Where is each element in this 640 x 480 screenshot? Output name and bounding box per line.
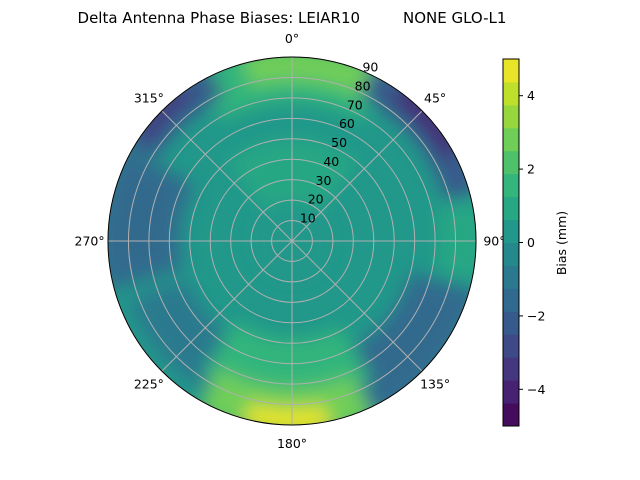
colorbar-swatch-7 bbox=[503, 242, 519, 266]
colorbar-swatch-6 bbox=[503, 265, 519, 289]
colorbar-label: Bias (mm) bbox=[554, 211, 569, 275]
radial-tick-80: 80 bbox=[355, 78, 371, 93]
colorbar-swatch-2 bbox=[503, 357, 519, 381]
angle-tick-labels: 0° 45° 90° 135° 180° 225° 270° 315° bbox=[75, 31, 506, 451]
colorbar-swatch-15 bbox=[503, 59, 519, 83]
region-se bbox=[343, 272, 476, 418]
angle-gridline-45 bbox=[291, 110, 423, 242]
colorbar-swatch-14 bbox=[503, 81, 519, 106]
colorbar-swatch-1 bbox=[503, 380, 519, 404]
angle-tick-315: 315° bbox=[134, 90, 164, 105]
colorbar-swatch-10 bbox=[503, 173, 519, 198]
region-ne-outer bbox=[359, 64, 476, 200]
angle-tick-0: 0° bbox=[285, 31, 299, 46]
colorbar-tick-label-4: 4 bbox=[527, 88, 535, 103]
colorbar-swatch-9 bbox=[503, 196, 519, 221]
angle-tick-180: 180° bbox=[277, 436, 307, 451]
colorbar-swatch-5 bbox=[503, 288, 519, 312]
radial-tick-10: 10 bbox=[300, 211, 316, 226]
angle-tick-270: 270° bbox=[75, 234, 105, 249]
angle-tick-45: 45° bbox=[424, 90, 446, 105]
polar-frame bbox=[107, 56, 477, 426]
radial-tick-30: 30 bbox=[316, 173, 332, 188]
colorbar-swatch-11 bbox=[503, 150, 519, 175]
colorbar-swatch-12 bbox=[503, 127, 519, 152]
angle-gridline-315 bbox=[161, 110, 293, 242]
angle-gridline-225 bbox=[161, 240, 293, 372]
radial-tick-50: 50 bbox=[331, 135, 347, 150]
angle-gridline-135 bbox=[291, 240, 423, 372]
radial-tick-40: 40 bbox=[323, 154, 339, 169]
chart-title: Delta Antenna Phase Biases: LEIAR10 NONE… bbox=[78, 9, 507, 27]
colorbar-swatch-0 bbox=[503, 403, 519, 427]
radial-tick-labels: 10 20 30 40 50 60 70 80 90 bbox=[300, 60, 379, 226]
region-south-peak bbox=[245, 402, 333, 425]
colorbar-tick-label-0: −4 bbox=[527, 382, 545, 397]
colorbar-swatch-4 bbox=[503, 311, 519, 335]
angle-tick-225: 225° bbox=[134, 377, 164, 392]
colorbar-swatch-13 bbox=[503, 104, 519, 129]
radial-tick-20: 20 bbox=[308, 192, 324, 207]
colorbar-tick-label-3: 2 bbox=[527, 162, 535, 177]
angle-tick-135: 135° bbox=[420, 377, 450, 392]
colorbar: −4 −2 0 2 4 bbox=[502, 58, 545, 427]
colorbar-tick-label-1: −2 bbox=[527, 308, 545, 323]
colorbar-swatch-3 bbox=[503, 334, 519, 358]
radial-tick-70: 70 bbox=[347, 97, 363, 112]
colorbar-tick-label-2: 0 bbox=[527, 235, 535, 250]
radial-tick-60: 60 bbox=[339, 116, 355, 131]
polar-grid bbox=[107, 56, 477, 426]
angle-tick-90: 90° bbox=[483, 234, 505, 249]
radial-tick-90: 90 bbox=[362, 60, 378, 75]
colorbar-swatch-8 bbox=[503, 219, 519, 243]
